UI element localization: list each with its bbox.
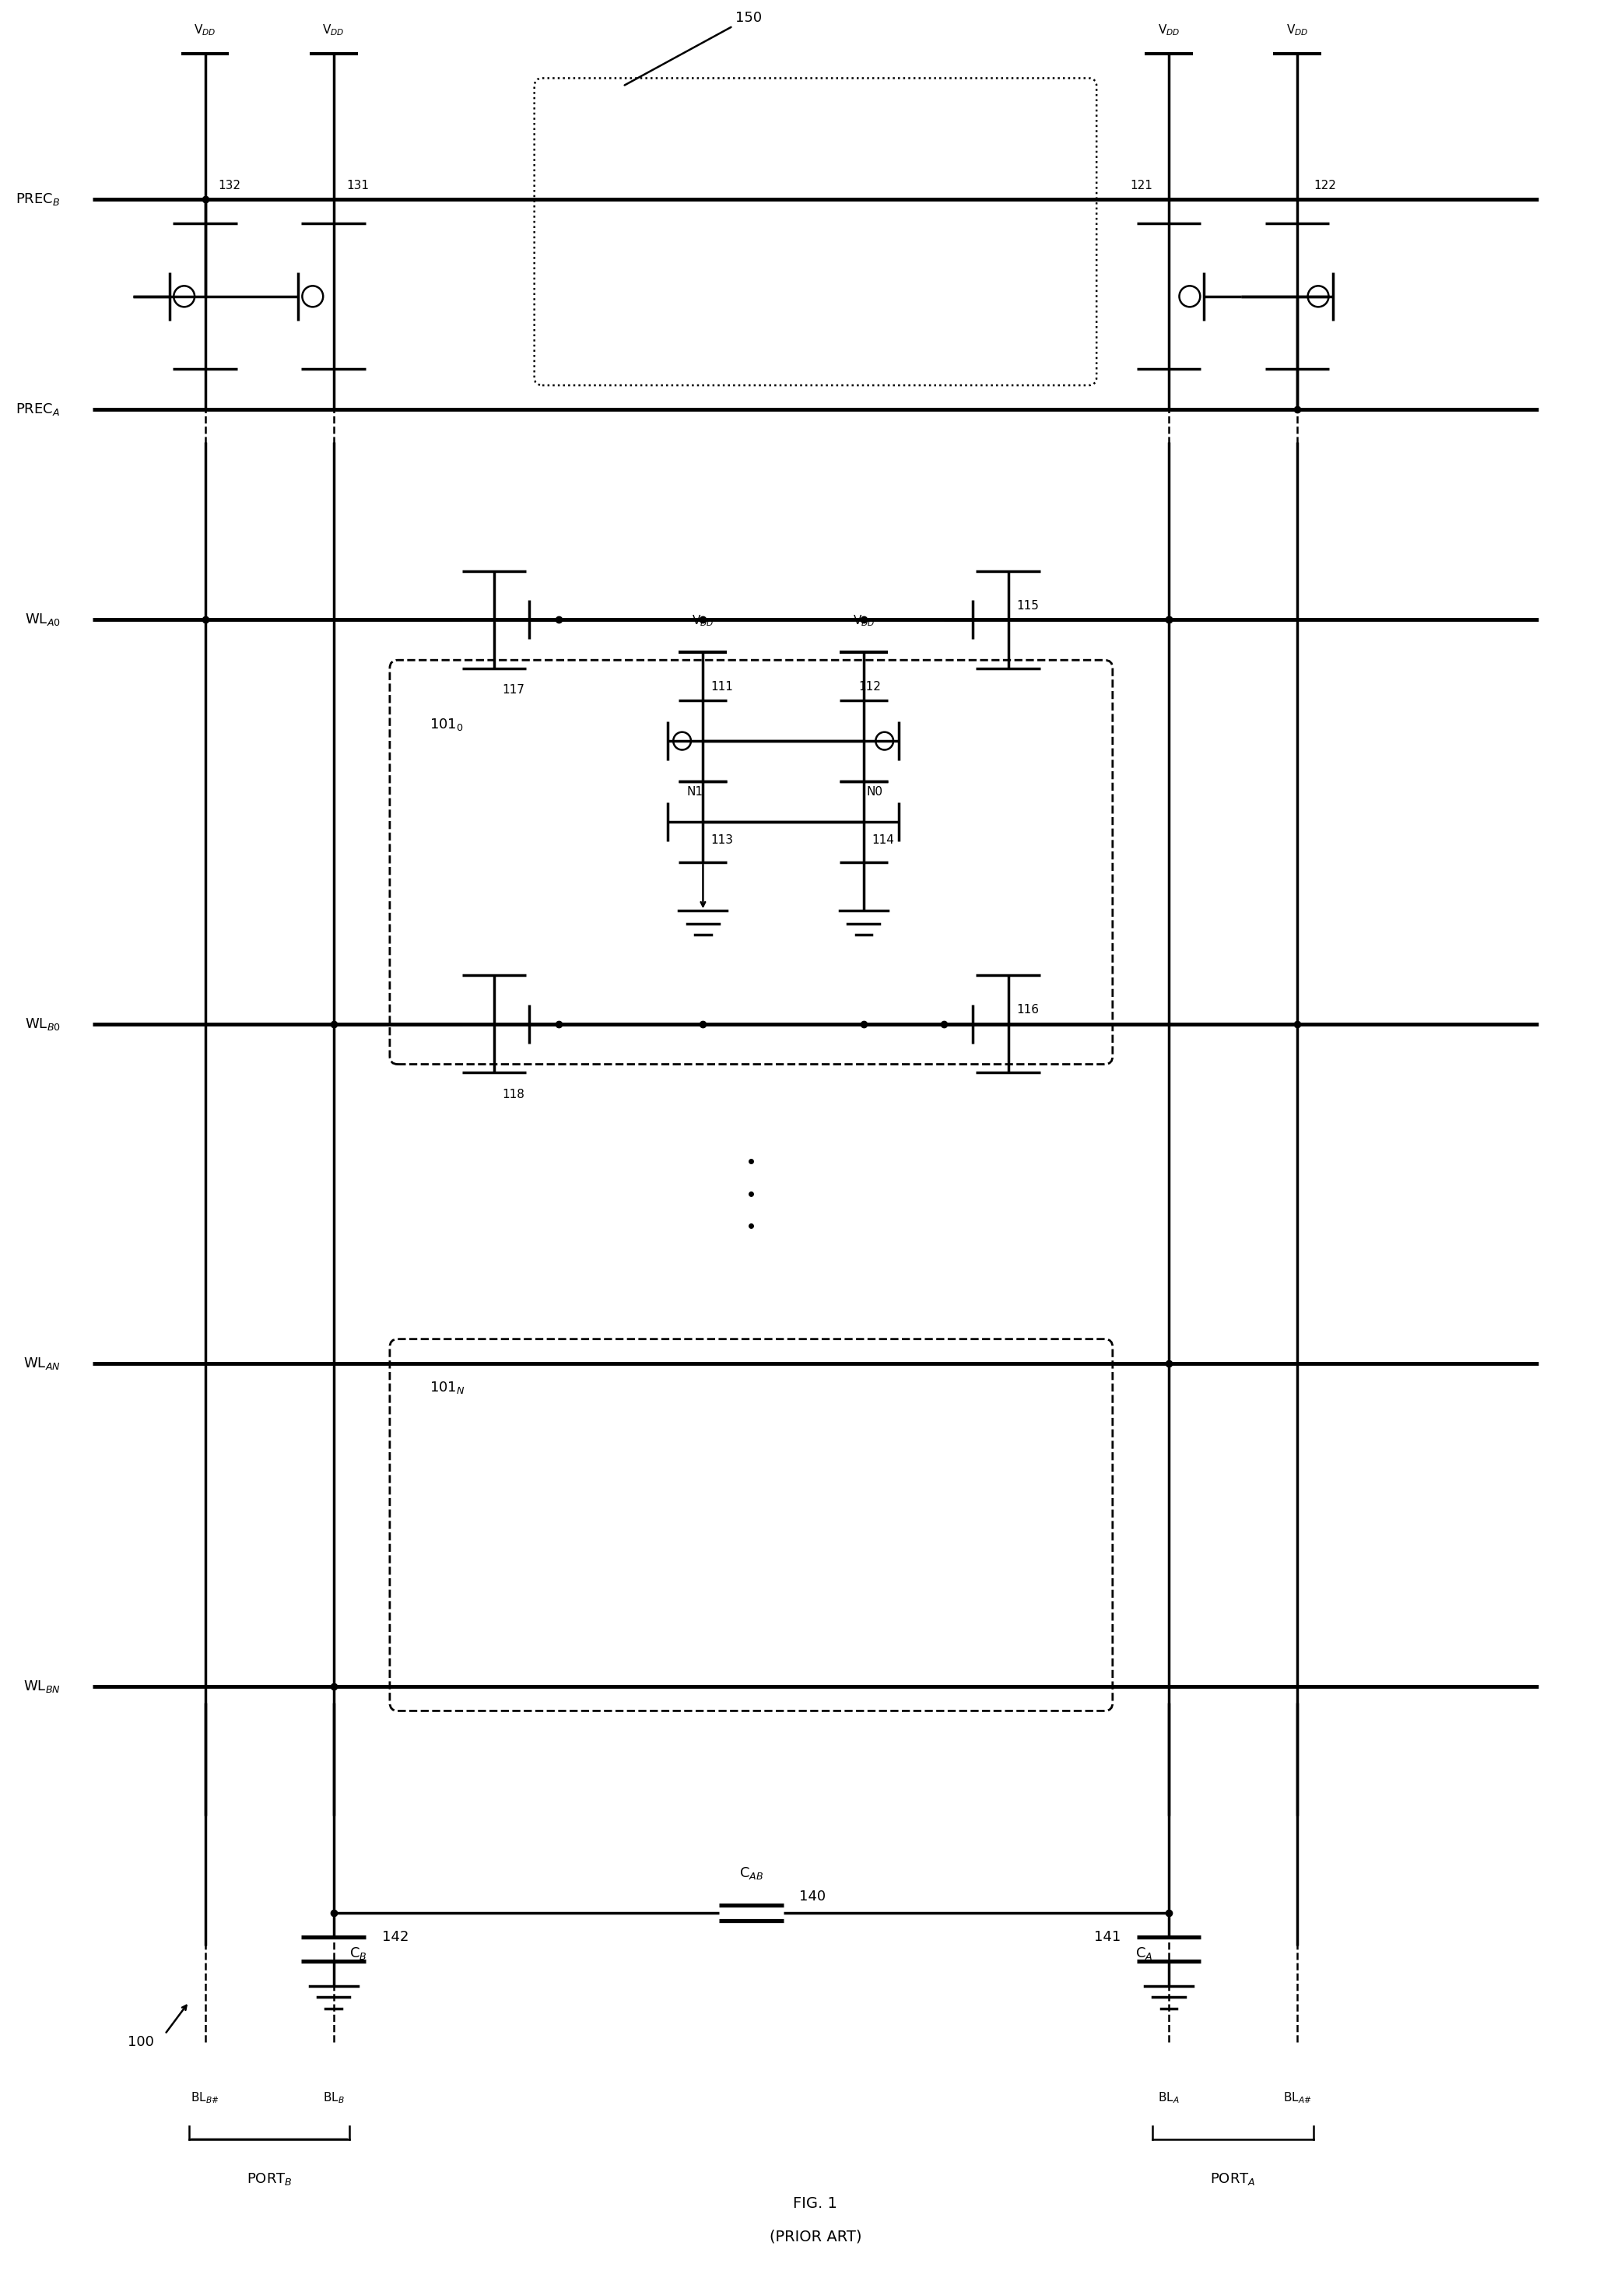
Text: BL$_A$: BL$_A$ <box>1158 2090 1179 2106</box>
Text: WL$_{B0}$: WL$_{B0}$ <box>24 1016 60 1032</box>
Text: C$_{AB}$: C$_{AB}$ <box>739 1865 763 1881</box>
Text: 114: 114 <box>872 835 895 846</box>
Text: PORT$_B$: PORT$_B$ <box>247 2172 292 2188</box>
Text: 101$_0$: 101$_0$ <box>430 716 464 732</box>
Text: 101$_N$: 101$_N$ <box>430 1380 466 1394</box>
Text: C$_B$: C$_B$ <box>349 1947 367 1960</box>
Text: FIG. 1: FIG. 1 <box>793 2197 838 2210</box>
Text: BL$_B$: BL$_B$ <box>323 2090 344 2106</box>
Text: V$_{DD}$: V$_{DD}$ <box>1286 23 1309 39</box>
Text: WL$_{AN}$: WL$_{AN}$ <box>23 1355 60 1371</box>
Text: PREC$_B$: PREC$_B$ <box>16 191 60 207</box>
Text: 111: 111 <box>711 680 734 694</box>
Text: (PRIOR ART): (PRIOR ART) <box>770 2229 862 2244</box>
Text: 141: 141 <box>1095 1931 1121 1944</box>
Text: 140: 140 <box>799 1890 827 1903</box>
Text: 116: 116 <box>1017 1005 1039 1016</box>
Text: V$_{DD}$: V$_{DD}$ <box>193 23 216 39</box>
Text: 113: 113 <box>711 835 734 846</box>
Text: 118: 118 <box>502 1089 525 1101</box>
Text: V$_{DD}$: V$_{DD}$ <box>1158 23 1181 39</box>
Text: 100: 100 <box>128 2035 154 2049</box>
Text: 131: 131 <box>346 180 369 191</box>
Text: PREC$_A$: PREC$_A$ <box>16 402 60 418</box>
Text: WL$_{A0}$: WL$_{A0}$ <box>24 612 60 628</box>
Text: 117: 117 <box>502 684 525 696</box>
Text: V$_{DD}$: V$_{DD}$ <box>853 614 875 628</box>
Text: 142: 142 <box>382 1931 409 1944</box>
Text: PORT$_A$: PORT$_A$ <box>1210 2172 1255 2188</box>
Text: 132: 132 <box>218 180 240 191</box>
Text: C$_A$: C$_A$ <box>1135 1947 1153 1960</box>
Text: BL$_{A\#}$: BL$_{A\#}$ <box>1283 2090 1312 2106</box>
Text: 150: 150 <box>625 11 762 84</box>
Text: V$_{DD}$: V$_{DD}$ <box>323 23 344 39</box>
Text: 122: 122 <box>1314 180 1337 191</box>
Text: 115: 115 <box>1017 600 1039 612</box>
Text: V$_{DD}$: V$_{DD}$ <box>692 614 715 628</box>
Text: N0: N0 <box>867 787 883 798</box>
Text: BL$_{B\#}$: BL$_{B\#}$ <box>192 2090 219 2106</box>
Text: 112: 112 <box>859 680 882 694</box>
Text: WL$_{BN}$: WL$_{BN}$ <box>23 1678 60 1694</box>
Text: 121: 121 <box>1130 180 1153 191</box>
Text: N1: N1 <box>687 787 703 798</box>
